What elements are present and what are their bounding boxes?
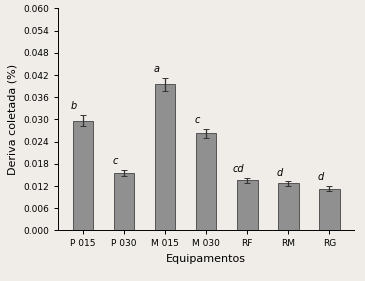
Bar <box>278 183 299 230</box>
Text: b: b <box>71 101 77 111</box>
Bar <box>319 189 340 230</box>
Text: d: d <box>317 172 323 182</box>
Bar <box>237 180 258 230</box>
Bar <box>155 84 176 230</box>
Bar <box>73 121 93 230</box>
Text: c: c <box>112 157 118 166</box>
Text: c: c <box>195 115 200 125</box>
Text: cd: cd <box>233 164 244 174</box>
Text: a: a <box>153 64 159 74</box>
Bar <box>196 133 216 230</box>
Bar <box>114 173 134 230</box>
Text: d: d <box>276 167 283 178</box>
X-axis label: Equipamentos: Equipamentos <box>166 254 246 264</box>
Y-axis label: Deriva coletada (%): Deriva coletada (%) <box>8 64 18 175</box>
